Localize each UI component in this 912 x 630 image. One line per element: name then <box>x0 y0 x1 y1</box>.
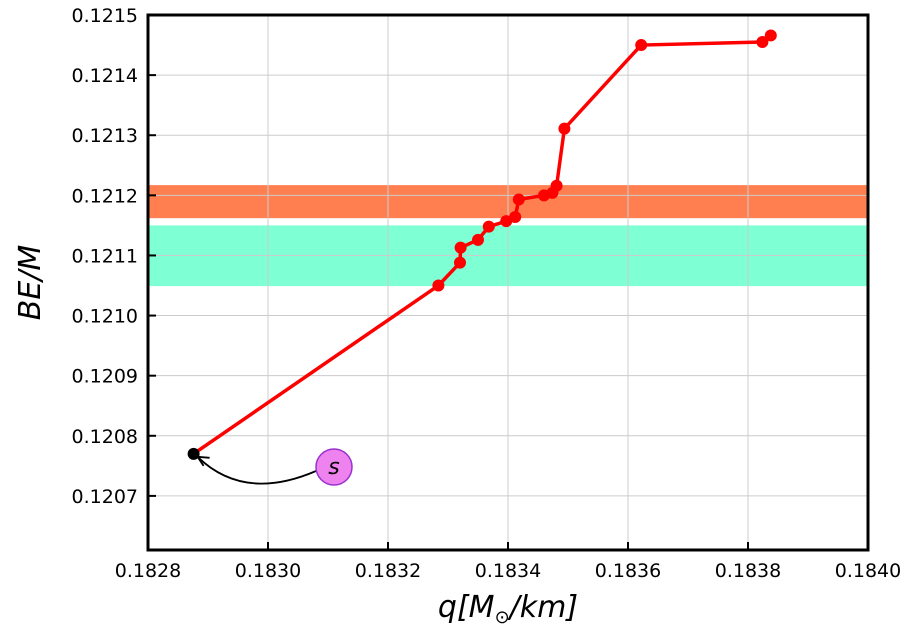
y-tick-label-6: 0.1213 <box>72 125 138 147</box>
x-tick-label-6: 0.1840 <box>835 560 901 582</box>
data-point-14 <box>764 29 777 42</box>
data-point-0 <box>432 279 445 292</box>
ticks-layer: 0.1828 0.1830 0.1832 0.1834 0.1836 0.1838 0.18… <box>72 5 902 582</box>
y-tick-label-0: 0.1207 <box>72 486 138 508</box>
x-tick-label-4: 0.1836 <box>595 560 661 582</box>
data-point-12 <box>635 39 648 52</box>
data-point-13 <box>756 36 769 49</box>
data-point-3 <box>472 233 484 246</box>
series-layer <box>187 29 777 460</box>
annotation-layer: s <box>196 448 353 486</box>
annotation-arrow <box>196 456 317 485</box>
annotation-bubble <box>315 448 353 486</box>
start-point <box>187 447 200 460</box>
x-tick-label-0: 0.1828 <box>115 560 181 582</box>
y-tick-label-4: 0.1211 <box>72 245 138 267</box>
x-axis-label: q[M⊙/km] <box>438 590 578 628</box>
series-line-0 <box>192 34 772 456</box>
data-point-1 <box>454 256 466 269</box>
y-axis-label: BE/M <box>13 245 48 321</box>
x-tick-label-3: 0.1834 <box>475 560 541 582</box>
data-point-10 <box>550 179 563 192</box>
data-point-2 <box>454 241 467 254</box>
y-tick-label-5: 0.1212 <box>72 185 138 207</box>
y-tick-label-8: 0.1215 <box>72 5 138 27</box>
x-tick-label-1: 0.1830 <box>235 560 301 582</box>
annotation-text: s <box>328 455 339 480</box>
x-tick-label-2: 0.1832 <box>355 560 421 582</box>
annotation-arrowhead <box>196 455 210 467</box>
x-tick-label-5: 0.1838 <box>715 560 781 582</box>
y-tick-label-1: 0.1208 <box>72 426 138 448</box>
data-point-7 <box>512 193 525 206</box>
data-point-5 <box>500 215 513 228</box>
y-tick-label-2: 0.1209 <box>72 366 138 388</box>
data-point-11 <box>558 122 571 135</box>
y-tick-label-3: 0.1210 <box>72 306 138 328</box>
data-point-6 <box>509 210 522 223</box>
y-tick-label-7: 0.1214 <box>72 65 138 87</box>
x-label-part-0: q[M <box>438 590 495 625</box>
data-point-4 <box>482 220 495 233</box>
x-label-sun-symbol: ⊙ <box>495 607 510 628</box>
x-label-part-2: /km] <box>507 590 578 625</box>
